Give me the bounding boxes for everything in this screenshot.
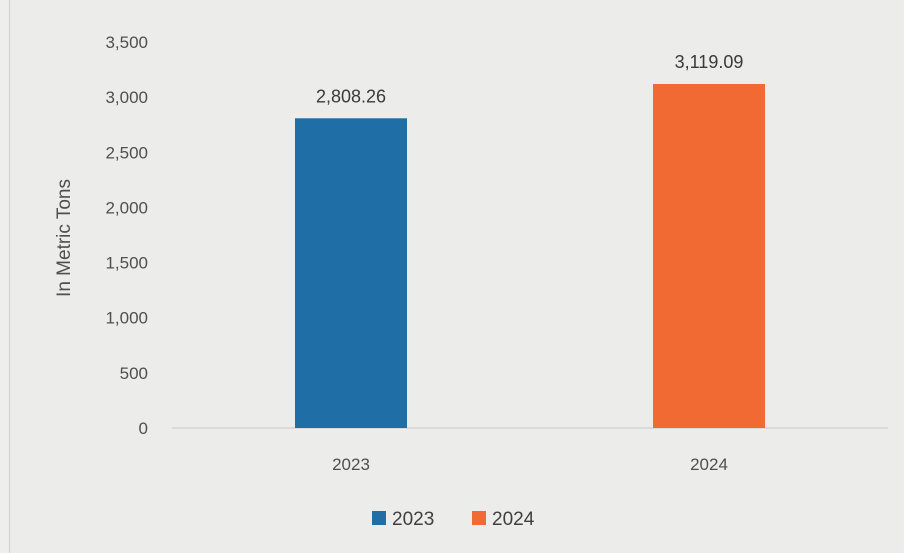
- y-tick-label: 1,500: [105, 254, 148, 273]
- y-tick-label: 500: [120, 364, 148, 383]
- legend: 2023 2024: [372, 509, 535, 530]
- x-axis-ticks: 2023 2024: [332, 455, 728, 474]
- bars: 2,808.26 3,119.09: [295, 52, 765, 429]
- bar-2024: [653, 84, 765, 428]
- y-tick-label: 2,000: [105, 198, 148, 217]
- y-tick-label: 1,000: [105, 309, 148, 328]
- data-label-2023: 2,808.26: [316, 86, 386, 106]
- y-tick-label: 3,500: [105, 33, 148, 52]
- y-axis-ticks: 0 500 1,000 1,500 2,000 2,500 3,000 3,500: [105, 33, 148, 438]
- legend-label-2024: 2024: [492, 509, 535, 530]
- y-tick-label: 0: [139, 419, 148, 438]
- bar-2023: [295, 118, 407, 429]
- y-tick-label: 3,000: [105, 88, 148, 107]
- legend-swatch-2023: [372, 511, 386, 525]
- data-label-2024: 3,119.09: [675, 52, 744, 72]
- legend-label-2023: 2023: [392, 509, 434, 530]
- x-tick-label: 2023: [332, 455, 370, 474]
- x-tick-label: 2024: [690, 455, 728, 474]
- y-tick-label: 2,500: [105, 143, 148, 162]
- legend-swatch-2024: [472, 511, 486, 525]
- y-axis-title: In Metric Tons: [54, 179, 75, 297]
